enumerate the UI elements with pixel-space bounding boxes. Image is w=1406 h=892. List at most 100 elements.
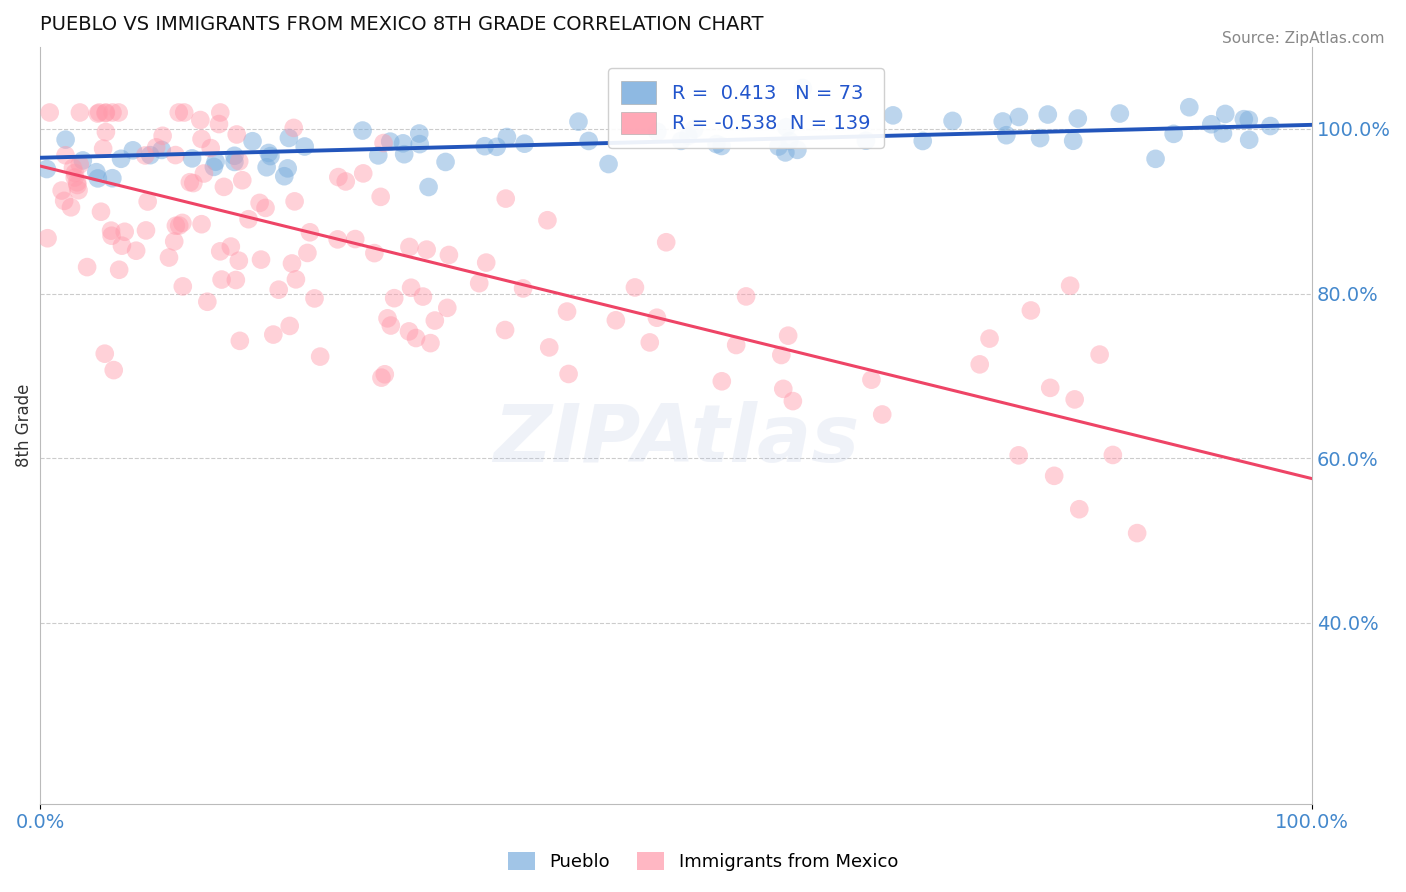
Point	[90, 204, 112, 219]
Point	[495, 192, 517, 206]
Point	[224, 149, 246, 163]
Point	[225, 128, 247, 142]
Point	[278, 318, 301, 333]
Point	[412, 289, 434, 303]
Point	[87, 171, 110, 186]
Point	[211, 272, 233, 286]
Point	[1163, 127, 1185, 141]
Point	[209, 105, 232, 120]
Point	[367, 148, 389, 162]
Point	[380, 318, 402, 333]
Point	[55, 133, 77, 147]
Point	[669, 134, 692, 148]
Point	[969, 357, 991, 371]
Point	[1260, 119, 1282, 133]
Point	[768, 139, 790, 153]
Point	[991, 114, 1014, 128]
Point	[557, 367, 579, 381]
Point	[173, 105, 195, 120]
Point	[995, 128, 1018, 143]
Point	[165, 148, 187, 162]
Point	[352, 123, 374, 137]
Point	[284, 272, 307, 286]
Point	[139, 148, 162, 162]
Point	[326, 232, 349, 246]
Point	[172, 279, 194, 293]
Point	[352, 166, 374, 180]
Point	[209, 244, 232, 259]
Point	[1063, 392, 1085, 407]
Point	[775, 145, 797, 160]
Point	[37, 231, 59, 245]
Point	[228, 253, 250, 268]
Point	[555, 304, 578, 318]
Point	[437, 248, 460, 262]
Text: PUEBLO VS IMMIGRANTS FROM MEXICO 8TH GRADE CORRELATION CHART: PUEBLO VS IMMIGRANTS FROM MEXICO 8TH GRA…	[39, 15, 763, 34]
Point	[374, 368, 396, 382]
Point	[110, 152, 132, 166]
Point	[228, 154, 250, 169]
Point	[335, 174, 357, 188]
Point	[238, 212, 260, 227]
Point	[382, 291, 405, 305]
Point	[485, 140, 508, 154]
Point	[624, 280, 647, 294]
Point	[183, 176, 205, 190]
Point	[69, 105, 91, 120]
Point	[398, 325, 420, 339]
Point	[273, 169, 295, 184]
Point	[1039, 381, 1062, 395]
Point	[860, 373, 883, 387]
Point	[167, 219, 190, 233]
Point	[66, 178, 89, 192]
Point	[1212, 127, 1234, 141]
Point	[373, 136, 395, 150]
Point	[188, 113, 211, 128]
Point	[179, 175, 201, 189]
Point	[172, 216, 194, 230]
Point	[281, 256, 304, 270]
Point	[136, 194, 159, 209]
Point	[219, 239, 242, 253]
Point	[786, 143, 808, 157]
Point	[1102, 448, 1125, 462]
Point	[225, 273, 247, 287]
Point	[683, 122, 706, 136]
Point	[35, 162, 58, 177]
Point	[1043, 468, 1066, 483]
Legend: R =  0.413   N = 73, R = -0.538  N = 139: R = 0.413 N = 73, R = -0.538 N = 139	[607, 68, 884, 148]
Point	[782, 394, 804, 409]
Point	[1108, 106, 1130, 120]
Point	[419, 336, 441, 351]
Point	[706, 137, 728, 152]
Point	[725, 338, 748, 352]
Point	[212, 180, 235, 194]
Point	[778, 134, 800, 148]
Point	[377, 311, 399, 326]
Point	[415, 243, 437, 257]
Point	[298, 225, 321, 239]
Point	[100, 228, 122, 243]
Point	[208, 117, 231, 131]
Point	[150, 143, 173, 157]
Point	[101, 105, 124, 120]
Point	[710, 139, 733, 153]
Point	[735, 289, 758, 303]
Point	[1069, 502, 1091, 516]
Point	[100, 224, 122, 238]
Point	[242, 134, 264, 148]
Point	[190, 217, 212, 231]
Point	[870, 408, 893, 422]
Point	[494, 323, 516, 337]
Point	[363, 246, 385, 260]
Point	[202, 160, 225, 174]
Point	[370, 190, 392, 204]
Point	[111, 238, 134, 252]
Point	[778, 328, 800, 343]
Point	[204, 154, 226, 169]
Point	[94, 346, 117, 360]
Point	[1144, 152, 1167, 166]
Point	[1008, 110, 1031, 124]
Legend: Pueblo, Immigrants from Mexico: Pueblo, Immigrants from Mexico	[501, 845, 905, 879]
Point	[193, 167, 215, 181]
